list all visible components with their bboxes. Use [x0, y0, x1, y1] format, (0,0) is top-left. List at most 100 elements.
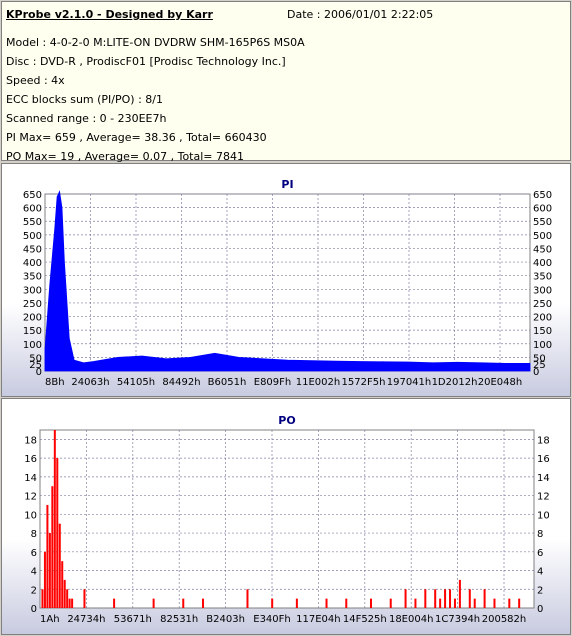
pi-plot-area [44, 193, 531, 372]
pi-y-tick-right: 200 [533, 313, 552, 324]
pi-y-tick-right: 50 [533, 353, 546, 364]
po-bar [68, 598, 71, 608]
pi-y-tick-right: 25 [533, 360, 546, 371]
pi-y-tick-left: 550 [23, 217, 42, 228]
pi-y-tick-left: 600 [23, 204, 42, 215]
pi-y-tick-left: 100 [23, 340, 42, 351]
pi-y-tick-right: 300 [533, 285, 552, 296]
po-plot-area [39, 429, 535, 609]
po-bar [71, 598, 74, 608]
po-bar [345, 598, 348, 608]
po-y-tick-left: 6 [31, 548, 37, 559]
po-x-tick: 14F525h [343, 614, 387, 625]
scan-date: Date : 2006/01/01 2:22:05 [287, 8, 434, 21]
po-y-tick-right: 2 [537, 585, 543, 596]
po-y-tick-right: 16 [537, 454, 550, 465]
po-bar [43, 551, 46, 608]
po-x-tick: 1Ah [40, 614, 60, 625]
po-bar [271, 598, 274, 608]
pi-y-tick-left: 400 [23, 258, 42, 269]
po-y-tick-left: 8 [31, 529, 37, 540]
po-bar [483, 589, 486, 608]
pi-x-tick: 1572F5h [342, 377, 386, 388]
po-bar [404, 589, 407, 608]
po-bar [458, 579, 461, 608]
po-y-tick-left: 4 [31, 567, 37, 578]
po-bar [493, 598, 496, 608]
pi-y-tick-right: 500 [533, 231, 552, 242]
po-bar [453, 598, 456, 608]
po-x-tick: 117E04h [296, 614, 340, 625]
po-bar [449, 589, 452, 608]
pi-x-tick: 24063h [71, 377, 109, 388]
pi-y-tick-right: 650 [533, 190, 552, 201]
po-chart-panel: PO 0 0 2 2 4 4 6 6 8 8 10 10 12 12 14 14 16 16 18 18 1Ah 24734… [1, 398, 571, 635]
po-y-tick-left: 16 [24, 454, 37, 465]
po-bar [325, 598, 328, 608]
po-y-tick-left: 10 [24, 510, 37, 521]
po-y-tick-right: 12 [537, 492, 550, 503]
po-x-tick: 1C7394h [435, 614, 480, 625]
pi-stats-line: PI Max= 659 , Average= 38.36 , Total= 66… [6, 131, 267, 144]
pi-y-tick-left: 50 [29, 353, 42, 364]
model-line: Model : 4-0-2-0 M:LITE-ON DVDRW SHM-165P… [6, 36, 305, 49]
po-bar [246, 589, 249, 608]
po-chart: PO 0 0 2 2 4 4 6 6 8 8 10 10 12 12 14 14 16 16 18 18 1Ah 24734… [24, 414, 550, 625]
pi-x-tick: 1D2012h [432, 377, 478, 388]
pi-x-tick: 197041h [387, 377, 432, 388]
pi-y-tick-right: 600 [533, 204, 552, 215]
po-bar [444, 589, 447, 608]
po-bar [63, 579, 66, 608]
po-bar [152, 598, 155, 608]
po-y-tick-right: 0 [537, 604, 543, 615]
po-x-tick: 53671h [114, 614, 152, 625]
pi-y-tick-left: 300 [23, 285, 42, 296]
po-y-tick-left: 12 [24, 492, 37, 503]
po-y-tick-left: 18 [24, 435, 37, 446]
po-bar [508, 598, 511, 608]
po-y-tick-left: 2 [31, 585, 37, 596]
pi-y-tick-left: 500 [23, 231, 42, 242]
po-bar [48, 533, 51, 608]
po-x-tick: 82531h [160, 614, 198, 625]
po-bar [182, 598, 185, 608]
po-bar [53, 430, 56, 608]
po-x-tick: 24734h [67, 614, 105, 625]
pi-y-tick-right: 550 [533, 217, 552, 228]
po-bar [83, 589, 86, 608]
range-line: Scanned range : 0 - 230EE7h [6, 112, 167, 125]
po-y-tick-right: 10 [537, 510, 550, 521]
po-y-tick-left: 0 [31, 604, 37, 615]
pi-y-tick-left: 350 [23, 272, 42, 283]
po-x-tick: 200582h [482, 614, 527, 625]
po-y-tick-left: 14 [24, 473, 37, 484]
po-bar [41, 589, 44, 608]
pi-x-tick: 84492h [162, 377, 200, 388]
pi-y-tick-left: 250 [23, 299, 42, 310]
pi-y-tick-left: 200 [23, 313, 42, 324]
po-stats-line: PO Max= 19 , Average= 0.07 , Total= 7841 [6, 150, 244, 163]
po-y-tick-right: 4 [537, 567, 543, 578]
po-bar [58, 523, 61, 608]
po-y-tick-right: 18 [537, 435, 550, 446]
po-bar [389, 598, 392, 608]
po-bar [473, 598, 476, 608]
po-bar [424, 589, 427, 608]
pi-y-tick-right: 400 [533, 258, 552, 269]
po-bar [369, 598, 372, 608]
po-bar [51, 486, 54, 608]
po-y-tick-right: 8 [537, 529, 543, 540]
pi-chart-title: PI [281, 178, 293, 191]
pi-y-tick-right: 150 [533, 326, 552, 337]
po-bar [414, 598, 417, 608]
pi-x-tick: E809Fh [254, 377, 292, 388]
po-bar [46, 504, 49, 608]
disc-line: Disc : DVD-R , ProdiscF01 [Prodisc Techn… [6, 55, 286, 68]
po-bar [468, 589, 471, 608]
po-bar [518, 598, 521, 608]
pi-x-tick: 20E048h [478, 377, 522, 388]
pi-x-tick: 8Bh [45, 377, 65, 388]
pi-y-tick-left: 450 [23, 244, 42, 255]
pi-x-tick: 11E002h [296, 377, 340, 388]
